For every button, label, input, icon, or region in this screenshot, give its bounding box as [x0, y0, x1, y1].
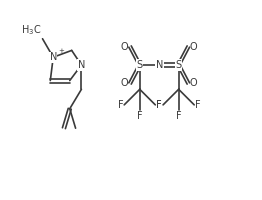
Text: F: F: [195, 100, 201, 110]
Text: +: +: [58, 48, 64, 54]
Text: F: F: [118, 100, 123, 110]
Text: N: N: [50, 52, 57, 62]
Text: F: F: [176, 111, 182, 121]
Text: N: N: [78, 60, 85, 70]
Text: O: O: [121, 42, 128, 52]
Text: O: O: [190, 78, 198, 88]
Text: S: S: [137, 60, 143, 70]
Text: F: F: [156, 100, 162, 110]
Text: N: N: [156, 60, 163, 70]
Text: O: O: [190, 42, 198, 52]
Text: F: F: [156, 100, 162, 110]
Text: H$_3$C: H$_3$C: [21, 23, 42, 37]
Text: F: F: [137, 111, 143, 121]
Text: O: O: [121, 78, 128, 88]
Text: S: S: [176, 60, 182, 70]
